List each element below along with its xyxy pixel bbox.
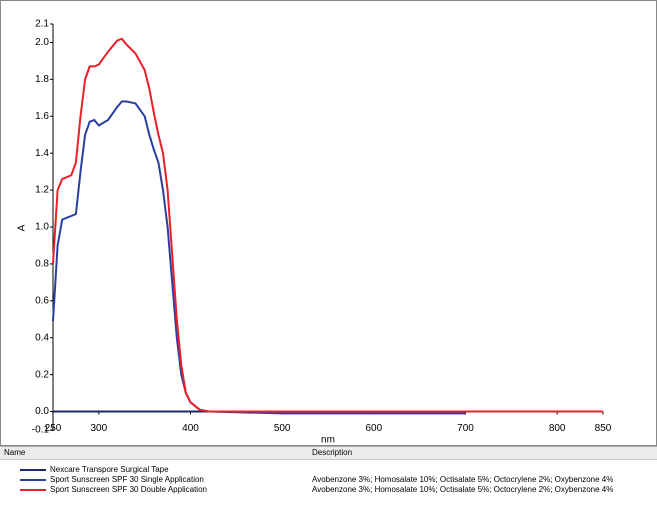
y-tick-label: 0.8 [35, 259, 49, 270]
y-tick-label: 0.4 [35, 332, 49, 343]
legend-swatch [20, 469, 46, 471]
y-tick-label: 0.0 [35, 406, 49, 417]
legend-header: Name Description [0, 446, 657, 460]
x-tick-label: 400 [182, 423, 199, 434]
x-tick-label: 300 [90, 423, 107, 434]
legend-row: Nexcare Transpore Surgical Tape [0, 465, 657, 475]
header-description: Description [312, 448, 353, 457]
legend-name: Sport Sunscreen SPF 30 Double Applicatio… [50, 485, 207, 494]
legend-row: Sport Sunscreen SPF 30 Single Applicatio… [0, 475, 657, 485]
x-tick-label: 250 [45, 423, 62, 434]
legend-name: Sport Sunscreen SPF 30 Single Applicatio… [50, 475, 204, 484]
legend: Name Description Nexcare Transpore Surgi… [0, 446, 657, 506]
x-tick-label: 700 [457, 423, 474, 434]
x-tick-label: 600 [365, 423, 382, 434]
y-axis-label: A [17, 224, 28, 231]
series-line [52, 37, 603, 413]
y-tick-label: 0.2 [35, 369, 49, 380]
legend-swatch [20, 479, 46, 481]
legend-rows: Nexcare Transpore Surgical Tape Sport Sun… [0, 460, 657, 495]
x-tick-label: 800 [549, 423, 566, 434]
chart: A nm 2.1 2.0 1.8 1.6 1.4 1.2 1.0 0.8 0.6 0.4 0.2 0.… [0, 0, 657, 446]
x-tick-label: 850 [595, 423, 612, 434]
chart-frame [0, 0, 657, 446]
x-tick-label: 500 [274, 423, 291, 434]
x-axis-label: nm [321, 435, 335, 446]
y-tick-label: 2.1 [35, 19, 49, 30]
legend-description: Avobenzone 3%; Homosalate 10%; Octisalat… [312, 475, 614, 484]
legend-description: Avobenzone 3%; Homosalate 10%; Octisalat… [312, 485, 614, 494]
y-tick-label: 1.6 [35, 111, 49, 122]
legend-row: Sport Sunscreen SPF 30 Double Applicatio… [0, 485, 657, 495]
y-tick-label: 1.4 [35, 148, 49, 159]
legend-name: Nexcare Transpore Surgical Tape [50, 465, 169, 474]
y-tick-label: 0.6 [35, 295, 49, 306]
y-tick-label: 1.2 [35, 185, 49, 196]
legend-swatch [20, 489, 46, 491]
y-tick-label: 2.0 [35, 37, 49, 48]
y-tick-label: 1.0 [35, 222, 49, 233]
y-tick-label: -0.1 [32, 425, 50, 436]
y-tick-label: 1.8 [35, 74, 49, 85]
header-name: Name [4, 448, 26, 457]
